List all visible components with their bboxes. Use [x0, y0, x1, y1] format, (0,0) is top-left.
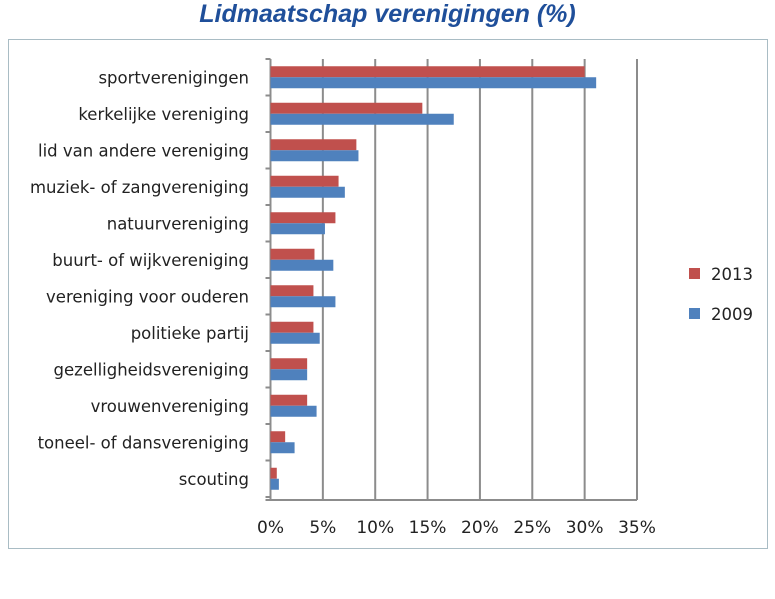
bar-2009	[270, 369, 308, 381]
bar-2013	[270, 139, 357, 151]
bar-2009	[270, 223, 325, 235]
category-label: kerkelijke vereniging	[78, 105, 249, 124]
category-label: muziek- of zangvereniging	[30, 178, 249, 197]
bar-2013	[270, 321, 314, 333]
bar-2009	[270, 442, 295, 454]
bar-2013	[270, 175, 339, 187]
category-label: lid van andere vereniging	[38, 141, 249, 160]
x-tick-label: 0%	[257, 518, 284, 538]
bar-2009	[270, 405, 317, 417]
bar-2013	[270, 66, 585, 78]
bar-2013	[270, 248, 315, 260]
x-tick-label: 15%	[409, 518, 447, 538]
bar-2009	[270, 186, 345, 198]
x-tick-label: 25%	[513, 518, 551, 538]
x-tick-label: 30%	[566, 518, 604, 538]
category-label: scouting	[179, 470, 249, 489]
category-label: toneel- of dansvereniging	[38, 433, 249, 452]
category-label: vereniging voor ouderen	[46, 287, 249, 306]
bar-2009	[270, 150, 359, 162]
x-tick-label: 10%	[356, 518, 394, 538]
bar-2009	[270, 478, 279, 490]
bar-2013	[270, 285, 314, 297]
x-tick-label: 20%	[461, 518, 499, 538]
legend-swatch-2009	[689, 308, 700, 319]
category-label: sportverenigingen	[98, 68, 249, 87]
legend-label: 2009	[711, 305, 753, 324]
bar-2013	[270, 212, 336, 224]
bar-2013	[270, 358, 308, 370]
bar-2009	[270, 332, 320, 344]
category-label: natuurvereniging	[107, 214, 249, 233]
bar-2013	[270, 102, 423, 114]
legend-swatch-2013	[689, 268, 700, 279]
bar-2009	[270, 296, 336, 308]
bar-2013	[270, 467, 277, 479]
bar-2009	[270, 77, 597, 89]
category-label: vrouwenvereniging	[91, 397, 249, 416]
x-tick-label: 5%	[309, 518, 336, 538]
chart-frame	[8, 39, 768, 549]
bar-2013	[270, 394, 308, 406]
bar-2013	[270, 431, 286, 443]
category-label: buurt- of wijkvereniging	[52, 251, 249, 270]
legend-label: 2013	[711, 265, 753, 284]
category-label: gezelligheidsvereniging	[54, 360, 249, 379]
category-label: politieke partij	[131, 324, 249, 343]
bar-2009	[270, 113, 454, 125]
x-tick-label: 35%	[618, 518, 656, 538]
bar-2009	[270, 259, 334, 271]
chart-title: Lidmaatschap verenigingen (%)	[199, 0, 576, 28]
